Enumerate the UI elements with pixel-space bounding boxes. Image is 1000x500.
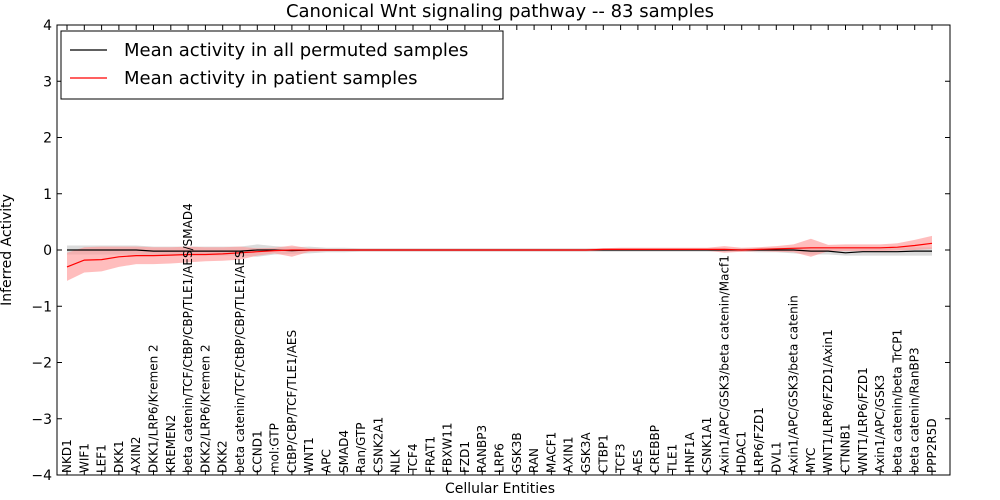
- x-tick-label: AXIN1: [562, 436, 576, 473]
- x-tick-label: Ran/GTP: [354, 422, 368, 473]
- x-tick-label: CCND1: [250, 430, 264, 473]
- x-tick-label: WNT1: [302, 437, 316, 473]
- y-axis-label: Inferred Activity: [0, 194, 15, 306]
- chart-title: Canonical Wnt signaling pathway -- 83 sa…: [286, 1, 714, 22]
- legend-label-patient: Mean activity in patient samples: [124, 68, 418, 89]
- y-tick-label: −2: [31, 356, 52, 372]
- x-tick-label: APC: [320, 449, 334, 473]
- x-tick-label: WIF1: [77, 443, 91, 473]
- legend-box: [60, 30, 504, 100]
- x-tick-label: TCF4: [406, 443, 420, 474]
- x-axis-label: Cellular Entities: [445, 481, 555, 497]
- x-tick-label: FRAT1: [423, 436, 437, 473]
- y-tick-label: 1: [43, 187, 52, 203]
- x-tick-label: LRP6/FZD1: [752, 407, 766, 473]
- x-tick-label: HDAC1: [735, 431, 749, 473]
- x-tick-label: beta catenin/TCF/CtBP/CBP/TLE1/AES/SMAD4: [181, 203, 195, 473]
- x-tick-label: CSNK1A1: [700, 417, 714, 473]
- plot-frame: [56, 24, 951, 476]
- x-tick-label: CREBBP: [648, 425, 662, 473]
- x-tick-label: AES: [631, 450, 645, 473]
- y-tick-label: −4: [31, 468, 52, 484]
- band-series-1: [67, 235, 932, 281]
- x-tick-label: MACF1: [544, 432, 558, 473]
- y-tick-label: 2: [43, 131, 52, 147]
- series-lines: [66, 242, 933, 268]
- x-tick-label: GSK3A: [579, 432, 593, 473]
- x-tick-label: MYC: [804, 448, 818, 473]
- x-tick-label: Axin1/APC/GSK3/beta catenin/Macf1: [717, 255, 731, 473]
- x-tick-label: AXIN2: [129, 436, 143, 473]
- x-tick-label: beta catenin/TCF/CtBP/CBP/TLE1/AES: [233, 250, 247, 473]
- x-tick-label: NLK: [389, 448, 403, 473]
- x-tick-label: TLE1: [666, 444, 680, 474]
- y-tick-label: 0: [43, 243, 52, 259]
- x-tick-label: beta catenin/beta TrCP1: [890, 329, 904, 473]
- x-tick-label: DKK1: [112, 440, 126, 473]
- x-tick-label: mol:GTP: [268, 423, 282, 473]
- x-tick-label: LEF1: [95, 444, 109, 473]
- x-tick-label: DKK2/LRP6/Kremen 2: [198, 344, 212, 473]
- y-axis: 4 3 2 1 0 −1 −2 −3 −4: [31, 18, 950, 484]
- x-tick-label: GSK3B: [510, 432, 524, 473]
- x-tick-label: beta catenin/RanBP3: [908, 347, 922, 473]
- x-tick-label: RAN: [527, 448, 541, 473]
- legend-label-permuted: Mean activity in all permuted samples: [124, 40, 468, 61]
- x-tick-label: CSNK2A1: [371, 417, 385, 473]
- x-tick-label: CTBP1: [596, 434, 610, 473]
- x-tick-label: CTNNB1: [839, 423, 853, 473]
- y-tick-label: 3: [43, 74, 52, 90]
- x-tick-label: FBXW11: [441, 423, 455, 474]
- x-tick-label: DKK1/LRP6/Kremen 2: [147, 344, 161, 473]
- x-tick-label: PPP2R5D: [925, 418, 939, 473]
- x-tick-label: CtBP/CBP/TCF/TLE1/AES: [285, 330, 299, 473]
- legend: Mean activity in all permuted samples Me…: [60, 30, 504, 100]
- x-tick-label: RANBP3: [475, 425, 489, 473]
- line-series-1: [66, 242, 933, 268]
- y-tick-label: 4: [43, 18, 52, 34]
- x-tick-label: Axin1/APC/GSK3: [873, 375, 887, 473]
- x-tick-label: DKK2: [216, 440, 230, 473]
- x-tick-label: WNT1/LRP6/FZD1: [856, 367, 870, 473]
- y-tick-label: −3: [31, 412, 52, 428]
- x-tick-label: TCF3: [614, 443, 628, 474]
- x-tick-label: NKD1: [60, 439, 74, 473]
- x-tick-label: DVL1: [769, 441, 783, 473]
- x-tick-label: SMAD4: [337, 430, 351, 473]
- x-tick-label: LRP6: [493, 443, 507, 473]
- x-tick-label: KREMEN2: [164, 415, 178, 473]
- x-tick-label: Axin1/APC/GSK3/beta catenin: [787, 295, 801, 473]
- x-tick-label: FZD1: [458, 441, 472, 473]
- x-tick-label: WNT1/LRP6/FZD1/Axin1: [821, 329, 835, 473]
- y-tick-label: −1: [31, 299, 52, 315]
- x-tick-label: HNF1A: [683, 431, 697, 473]
